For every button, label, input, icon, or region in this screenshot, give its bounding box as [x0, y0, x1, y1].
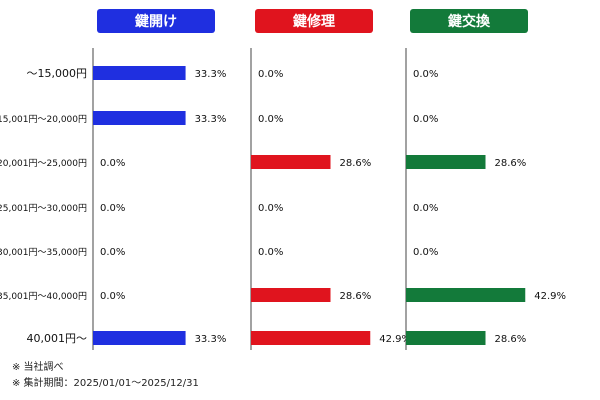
data-label: 0.0%: [413, 114, 438, 125]
category-label: 20,001円〜25,000円: [0, 158, 87, 169]
bar: [251, 288, 331, 302]
series-header: [97, 9, 215, 33]
footnote-source: ※ 当社調べ: [12, 362, 64, 373]
category-label: 40,001円〜: [27, 332, 88, 345]
bar: [251, 331, 371, 345]
bar: [406, 288, 526, 302]
data-label: 0.0%: [258, 69, 283, 80]
data-label: 42.9%: [379, 334, 411, 345]
data-label: 28.6%: [340, 291, 372, 302]
category-label: 30,001円〜35,000円: [0, 247, 87, 258]
data-label: 33.3%: [195, 334, 227, 345]
category-label: 15,001円〜20,000円: [0, 114, 87, 125]
data-label: 0.0%: [413, 203, 438, 214]
bar: [251, 155, 331, 169]
data-label: 0.0%: [100, 203, 125, 214]
footnote-period: ※ 集計期間：2025/01/01〜2025/12/31: [12, 378, 199, 389]
bar: [406, 155, 486, 169]
data-label: 0.0%: [413, 69, 438, 80]
data-label: 28.6%: [495, 158, 527, 169]
data-label: 0.0%: [100, 291, 125, 302]
category-label: 35,001円〜40,000円: [0, 291, 87, 302]
data-label: 0.0%: [258, 203, 283, 214]
bar: [93, 111, 186, 125]
data-label: 0.0%: [100, 158, 125, 169]
data-label: 33.3%: [195, 114, 227, 125]
series-header-label: 鍵交換: [448, 13, 491, 30]
data-label: 0.0%: [258, 247, 283, 258]
data-label: 0.0%: [100, 247, 125, 258]
bar: [93, 331, 186, 345]
data-label: 33.3%: [195, 69, 227, 80]
bar: [406, 331, 486, 345]
category-label: 25,001円〜30,000円: [0, 203, 87, 214]
series-header: [255, 9, 373, 33]
data-label: 28.6%: [495, 334, 527, 345]
series-header: [410, 9, 528, 33]
data-label: 42.9%: [534, 291, 566, 302]
category-label: 〜15,000円: [27, 67, 88, 80]
data-label: 28.6%: [340, 158, 372, 169]
bar: [93, 66, 186, 80]
series-header-label: 鍵修理: [293, 13, 335, 30]
data-label: 0.0%: [258, 114, 283, 125]
series-header-label: 鍵開け: [135, 13, 177, 30]
data-label: 0.0%: [413, 247, 438, 258]
